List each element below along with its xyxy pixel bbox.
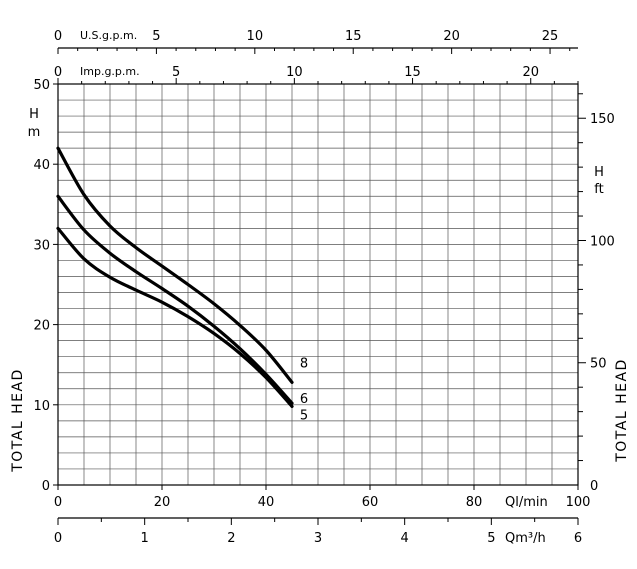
left-unit-m: m <box>28 125 41 140</box>
qm3-tick-label: 4 <box>401 531 409 546</box>
right-axis-title: TOTAL HEAD <box>614 358 630 463</box>
curve-5 <box>56 226 294 409</box>
left-unit-h: H <box>29 107 39 122</box>
ql-tick-label: 40 <box>258 495 275 510</box>
ql-tick-label: 80 <box>466 495 483 510</box>
impgpm-tick-label: 5 <box>172 65 180 80</box>
right-unit-ft: ft <box>594 182 603 197</box>
impgpm-unit: Imp.g.p.m. <box>80 65 140 78</box>
curve-8 <box>56 146 294 384</box>
grid <box>58 84 578 485</box>
usgpm-tick-label: 10 <box>247 29 264 44</box>
qm3-tick-label: 0 <box>54 531 62 546</box>
usgpm-tick-label: 15 <box>345 29 362 44</box>
qm3-unit: Qm³/h <box>505 531 546 546</box>
curve-label-8: 8 <box>300 356 308 371</box>
left-tick-label: 20 <box>33 319 50 334</box>
left-tick-label: 30 <box>33 238 50 253</box>
impgpm-tick-label: 15 <box>404 65 421 80</box>
left-tick-label: 40 <box>33 158 50 173</box>
left-tick-label: 50 <box>33 78 50 93</box>
usgpm-tick-label: 5 <box>152 29 160 44</box>
usgpm-tick-label: 0 <box>54 29 62 44</box>
usgpm-unit: U.S.g.p.m. <box>80 29 137 42</box>
ql-tick-label: 60 <box>362 495 379 510</box>
left-tick-label: 0 <box>42 479 50 494</box>
curve-6 <box>56 194 294 405</box>
right-tick-label: 0 <box>590 479 598 494</box>
qm3-tick-label: 2 <box>227 531 235 546</box>
impgpm-tick-label: 10 <box>286 65 303 80</box>
ql-tick-label: 20 <box>154 495 171 510</box>
qm3-tick-label: 3 <box>314 531 322 546</box>
left-tick-label: 10 <box>33 399 50 414</box>
curve-label-5: 5 <box>300 408 308 423</box>
labels: Hm TOTAL HEAD Hft TOTAL HEAD Ql/min Qm³/h U.S.… <box>10 29 630 546</box>
left-axis-title: TOTAL HEAD <box>10 368 26 473</box>
qm3-tick-label: 5 <box>487 531 495 546</box>
ql-unit: Ql/min <box>505 495 548 510</box>
ql-tick-label: 0 <box>54 495 62 510</box>
curves <box>56 146 294 409</box>
right-tick-label: 50 <box>590 357 607 372</box>
usgpm-tick-label: 25 <box>542 29 559 44</box>
qm3-tick-label: 6 <box>574 531 582 546</box>
right-tick-label: 100 <box>590 234 615 249</box>
right-tick-label: 150 <box>590 112 615 127</box>
curve-label-6: 6 <box>300 392 308 407</box>
ql-tick-label: 100 <box>566 495 591 510</box>
right-unit-h: H <box>594 165 604 180</box>
qm3-tick-label: 1 <box>141 531 149 546</box>
impgpm-tick-label: 0 <box>54 65 62 80</box>
usgpm-tick-label: 20 <box>443 29 460 44</box>
impgpm-tick-label: 20 <box>522 65 539 80</box>
